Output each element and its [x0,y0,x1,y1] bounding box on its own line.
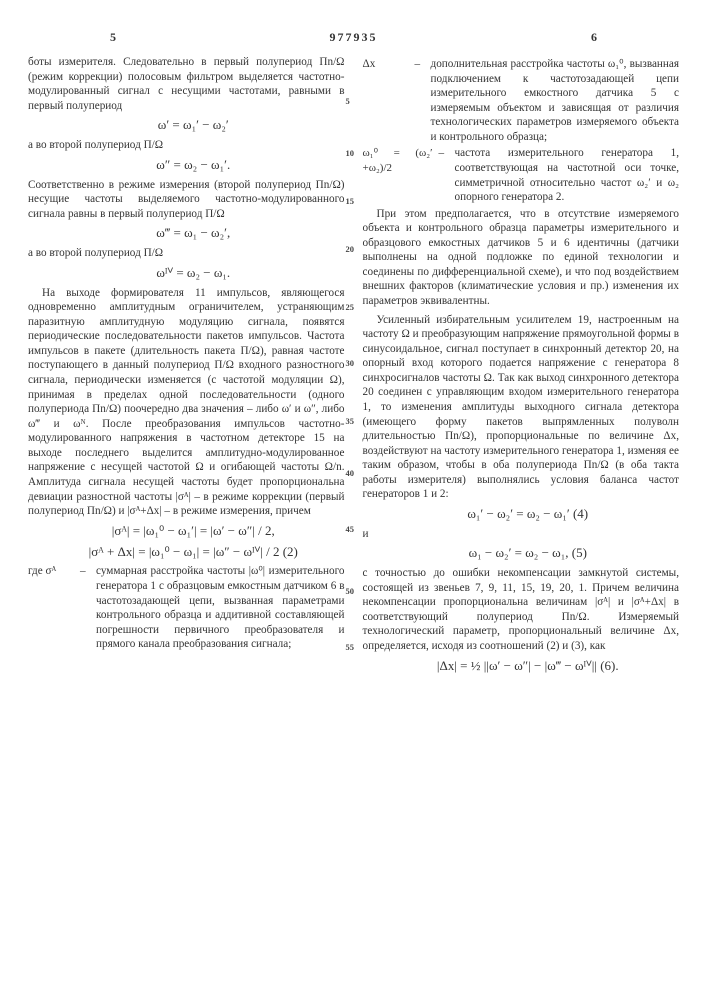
formula: ω₁′ − ω₂′ = ω₂ − ω₁′ (4) [363,506,680,523]
def-text: частота измерительного генератора 1, соо… [455,146,680,204]
line-marker: 15 [346,196,355,206]
formula: |σᴬ + Δx| = |ω₁⁰ − ω₁| = |ω″ − ωᴵⱽ| / 2 … [28,544,345,561]
line-marker: 50 [346,586,355,596]
paragraph: а во второй полупериод П/Ω [28,138,345,153]
left-column: боты измерителя. Следовательно в первый … [28,55,345,678]
formula: ωᴵⱽ = ω₂ − ω₁. [28,265,345,282]
def-text: дополнительная расстройка частоты ω₁⁰, в… [431,57,680,144]
page: 5 977935 6 5 10 15 20 25 30 35 40 45 50 55 боты из… [0,0,707,1000]
line-marker: 5 [346,96,350,106]
def-dash: – [415,57,425,144]
line-marker: 45 [346,524,355,534]
def-symbol: ω₁⁰ = (ω₂′+ω₂)/2 [363,146,433,204]
line-marker: 40 [346,468,355,478]
def-dash: – [439,146,449,204]
definition-row: где σᴬ – суммарная расстройка частоты |ω… [28,564,345,651]
definition-row: ω₁⁰ = (ω₂′+ω₂)/2 – частота измерительног… [363,146,680,204]
definition-row: Δx – дополнительная расстройка частоты ω… [363,57,680,144]
formula: ω‴ = ω₁ − ω₂′, [28,225,345,242]
line-marker: 30 [346,358,355,368]
right-column: Δx – дополнительная расстройка частоты ω… [363,55,680,678]
document-number: 977935 [28,30,679,45]
formula: |Δx| = ½ ||ω′ − ω″| − |ω‴ − ωᴵⱽ|| (6). [363,658,680,675]
paragraph: Соответственно в режиме измерения (второ… [28,178,345,222]
formula: |σᴬ| = |ω₁⁰ − ω₁′| = |ω′ − ω″| / 2, [28,523,345,540]
paragraph: а во второй полупериод П/Ω [28,246,345,261]
def-dash: – [80,564,90,651]
line-marker: 20 [346,244,355,254]
col-number-left: 5 [110,30,116,45]
line-marker: 10 [346,148,355,158]
line-marker: 55 [346,642,355,652]
paragraph: с точностью до ошибки некомпенсации замк… [363,566,680,653]
formula: ω″ = ω₂ − ω₁′. [28,157,345,174]
col-number-right: 6 [591,30,597,45]
def-symbol: Δx [363,57,409,144]
def-text: суммарная расстройка частоты |ω⁰| измери… [96,564,345,651]
paragraph: и [363,527,680,542]
line-marker: 25 [346,302,355,312]
formula: ω₁ − ω₂′ = ω₂ − ω₁, (5) [363,545,680,562]
def-symbol: где σᴬ [28,564,74,651]
line-marker: 35 [346,416,355,426]
paragraph: При этом предполагается, что в отсутстви… [363,207,680,309]
paragraph: На выходе формирователя 11 импульсов, яв… [28,286,345,519]
paragraph: Усиленный избирательным усилителем 19, н… [363,313,680,502]
paragraph: боты измерителя. Следовательно в первый … [28,55,345,113]
formula: ω′ = ω₁′ − ω₂′ [28,117,345,134]
